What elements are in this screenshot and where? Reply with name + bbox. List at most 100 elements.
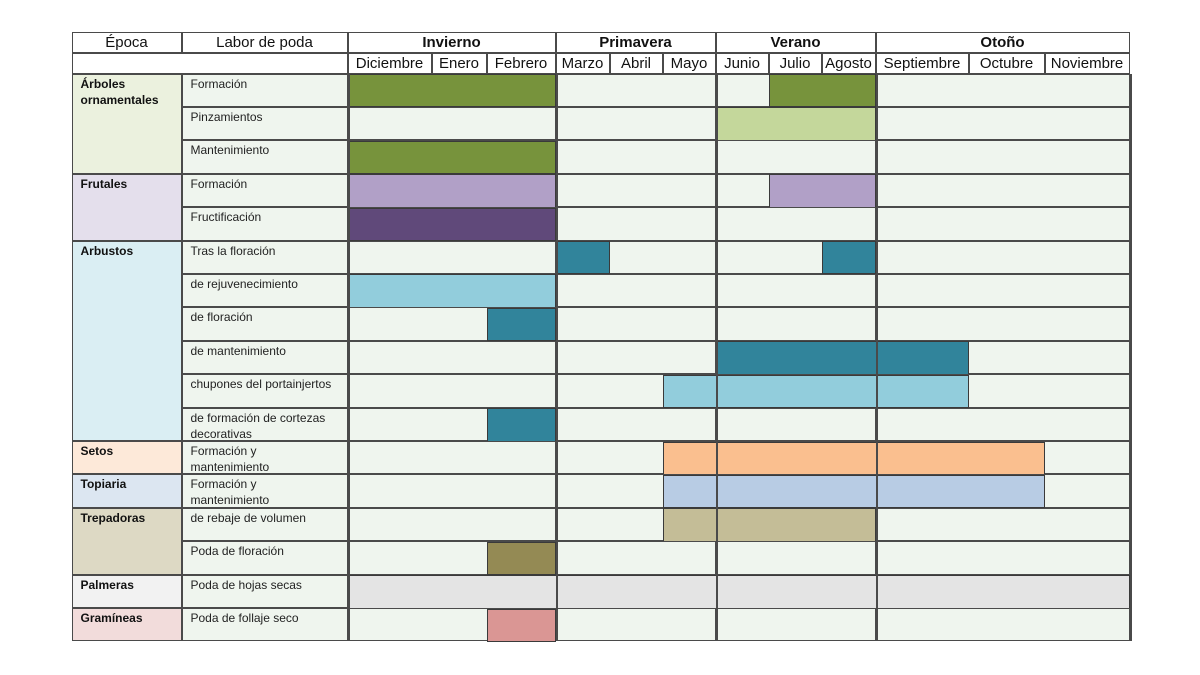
- season-divider: [715, 541, 718, 575]
- task-label: Fructificación: [181, 207, 348, 241]
- season-cell: [875, 207, 1130, 241]
- season-divider: [1129, 273, 1132, 308]
- period-bar: [348, 140, 556, 175]
- season-divider: [347, 474, 350, 508]
- season-divider: [1129, 240, 1132, 274]
- season-divider: [1129, 340, 1132, 375]
- month-header: Septiembre: [875, 52, 969, 74]
- season-divider: [347, 441, 350, 475]
- season-header: Invierno: [347, 31, 556, 53]
- season-cell: [875, 73, 1130, 107]
- period-bar: [663, 374, 969, 409]
- period-bar: [348, 207, 556, 242]
- season-divider: [715, 407, 718, 442]
- season-divider: [555, 541, 558, 575]
- task-label: Poda de hojas secas: [181, 574, 348, 609]
- season-cell: [875, 307, 1130, 341]
- season-divider: [555, 73, 558, 107]
- season-divider: [1129, 474, 1132, 508]
- season-divider: [347, 140, 350, 174]
- season-divider: [715, 140, 718, 174]
- month-header: Junio: [715, 52, 769, 74]
- month-header: Enero: [431, 52, 487, 74]
- season-divider: [1129, 507, 1132, 542]
- season-divider: [715, 374, 718, 408]
- season-cell: [715, 273, 876, 308]
- season-divider: [875, 106, 878, 141]
- group-label: Topiaria: [71, 474, 182, 508]
- season-divider: [715, 507, 718, 542]
- season-divider: [875, 207, 878, 241]
- season-cell: [715, 307, 876, 341]
- season-divider: [555, 340, 558, 375]
- season-cell: [347, 507, 556, 542]
- season-divider: [1129, 173, 1132, 208]
- season-divider: [347, 574, 350, 609]
- season-divider: [1129, 407, 1132, 442]
- season-cell: [555, 273, 716, 308]
- group-label: Arbustos: [71, 240, 182, 442]
- season-divider: [1129, 207, 1132, 241]
- season-cell: [875, 173, 1130, 208]
- period-bar: [487, 541, 556, 576]
- period-bar: [663, 441, 1045, 475]
- season-divider: [555, 507, 558, 542]
- period-bar: [769, 174, 876, 208]
- season-cell: [875, 541, 1130, 575]
- season-divider: [347, 608, 350, 642]
- season-divider: [555, 374, 558, 408]
- pruning-calendar-table: Época Labor de poda Invierno Diciembre Enero…: [71, 31, 1132, 642]
- period-bar: [822, 241, 876, 275]
- season-divider: [1129, 441, 1132, 475]
- season-divider: [715, 106, 718, 141]
- season-divider: [347, 407, 350, 442]
- month-header: Octubre: [968, 52, 1045, 74]
- season-cell: [715, 541, 876, 575]
- season-cell: [555, 173, 716, 208]
- season-divider: [347, 240, 350, 274]
- labor-header: Labor de poda: [181, 31, 348, 53]
- season-divider: [715, 273, 718, 308]
- season-cell: [347, 340, 556, 375]
- task-label: de formación de cortezas decorativas: [181, 407, 348, 442]
- month-header: Mayo: [662, 52, 716, 74]
- season-cell: [875, 106, 1130, 141]
- season-cell: [347, 240, 556, 274]
- task-label: Pinzamientos: [181, 106, 348, 141]
- season-divider: [347, 106, 350, 141]
- season-divider: [875, 374, 878, 408]
- season-cell: [875, 140, 1130, 174]
- task-label: Formación y mantenimiento: [181, 474, 348, 508]
- period-bar: [663, 508, 876, 542]
- task-label: de rejuvenecimiento: [181, 273, 348, 308]
- season-cell: [715, 407, 876, 442]
- group-label: Trepadoras: [71, 507, 182, 575]
- month-header: Julio: [768, 52, 822, 74]
- season-divider: [555, 207, 558, 241]
- season-cell: [875, 407, 1130, 442]
- season-cell: [555, 307, 716, 341]
- season-cell: [555, 106, 716, 141]
- period-bar: [487, 608, 556, 642]
- task-label: Mantenimiento: [181, 140, 348, 174]
- task-label: Formación: [181, 173, 348, 208]
- season-divider: [715, 441, 718, 475]
- season-divider: [555, 608, 558, 642]
- season-cell: [347, 106, 556, 141]
- season-divider: [347, 507, 350, 542]
- season-divider: [555, 574, 558, 609]
- period-bar: [487, 307, 556, 342]
- season-divider: [875, 541, 878, 575]
- period-bar: [348, 74, 556, 108]
- season-cell: [715, 207, 876, 241]
- period-bar: [348, 575, 1130, 609]
- season-divider: [555, 474, 558, 508]
- season-divider: [1129, 106, 1132, 141]
- task-label: Formación: [181, 73, 348, 107]
- period-bar: [487, 408, 556, 442]
- season-divider: [347, 541, 350, 575]
- epoca-header: Época: [71, 31, 182, 53]
- season-cell: [875, 240, 1130, 274]
- period-bar: [663, 474, 1045, 509]
- season-cell: [555, 73, 716, 107]
